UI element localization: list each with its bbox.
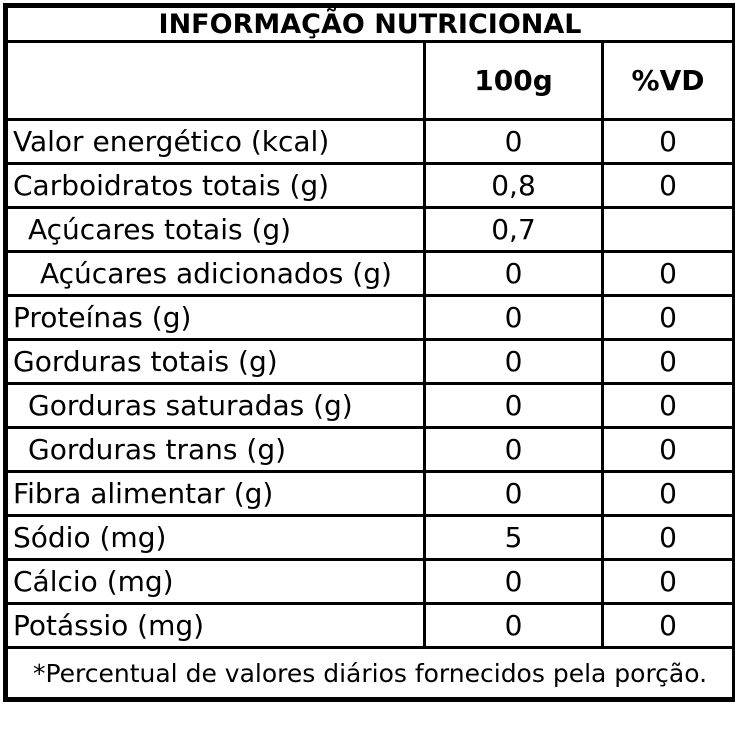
table-title: INFORMAÇÃO NUTRICIONAL [3,4,735,43]
value-percent-vd: 0 [600,250,735,297]
value-per-100g: 0,7 [423,206,604,253]
table-row: Gorduras saturadas (g) 0 0 [4,382,735,429]
nutrient-label: Potássio (mg) [4,602,426,649]
column-header-row: 100g %VD [4,40,735,121]
nutrient-label: Fibra alimentar (g) [4,470,426,517]
table-row: Açúcares adicionados (g) 0 0 [4,250,735,297]
nutrition-rows: Valor energético (kcal) 0 0 Carboidratos… [4,118,735,649]
value-percent-vd: 0 [600,118,735,165]
nutrition-facts-table: INFORMAÇÃO NUTRICIONAL 100g %VD Valor en… [3,3,735,702]
value-percent-vd: 0 [600,514,735,561]
value-percent-vd [600,206,735,253]
table-row: Cálcio (mg) 0 0 [4,558,735,605]
footnote-row: *Percentual de valores diários fornecido… [3,646,735,701]
nutrient-label: Sódio (mg) [4,514,426,561]
value-percent-vd: 0 [600,470,735,517]
table-row: Açúcares totais (g) 0,7 [4,206,735,253]
footnote-text: *Percentual de valores diários fornecido… [3,646,735,701]
nutrient-label: Valor energético (kcal) [4,118,426,165]
value-per-100g: 0 [423,602,604,649]
table-row: Valor energético (kcal) 0 0 [4,118,735,165]
table-row: Carboidratos totais (g) 0,8 0 [4,162,735,209]
nutrient-label: Açúcares adicionados (g) [4,250,426,297]
value-percent-vd: 0 [600,338,735,385]
value-per-100g: 0 [423,294,604,341]
nutrient-label: Cálcio (mg) [4,558,426,605]
value-percent-vd: 0 [600,382,735,429]
table-row: Sódio (mg) 5 0 [4,514,735,561]
table-row: Proteínas (g) 0 0 [4,294,735,341]
table-row: Fibra alimentar (g) 0 0 [4,470,735,517]
nutrient-label: Proteínas (g) [4,294,426,341]
nutrient-label: Açúcares totais (g) [4,206,426,253]
value-percent-vd: 0 [600,162,735,209]
title-row: INFORMAÇÃO NUTRICIONAL [3,4,735,43]
header-per-100g: 100g [423,40,604,121]
value-per-100g: 0 [423,338,604,385]
table-row: Gorduras totais (g) 0 0 [4,338,735,385]
value-per-100g: 0 [423,426,604,473]
value-per-100g: 5 [423,514,604,561]
nutrient-label: Gorduras saturadas (g) [4,382,426,429]
nutrient-label: Gorduras totais (g) [4,338,426,385]
header-nutrient-empty [4,40,426,121]
value-percent-vd: 0 [600,294,735,341]
value-per-100g: 0 [423,558,604,605]
table-row: Gorduras trans (g) 0 0 [4,426,735,473]
value-percent-vd: 0 [600,602,735,649]
value-percent-vd: 0 [600,426,735,473]
nutrient-label: Carboidratos totais (g) [4,162,426,209]
value-per-100g: 0 [423,250,604,297]
value-per-100g: 0 [423,382,604,429]
value-per-100g: 0 [423,470,604,517]
header-percent-vd: %VD [600,40,735,121]
value-per-100g: 0,8 [423,162,604,209]
table-row: Potássio (mg) 0 0 [4,602,735,649]
nutrient-label: Gorduras trans (g) [4,426,426,473]
value-percent-vd: 0 [600,558,735,605]
value-per-100g: 0 [423,118,604,165]
